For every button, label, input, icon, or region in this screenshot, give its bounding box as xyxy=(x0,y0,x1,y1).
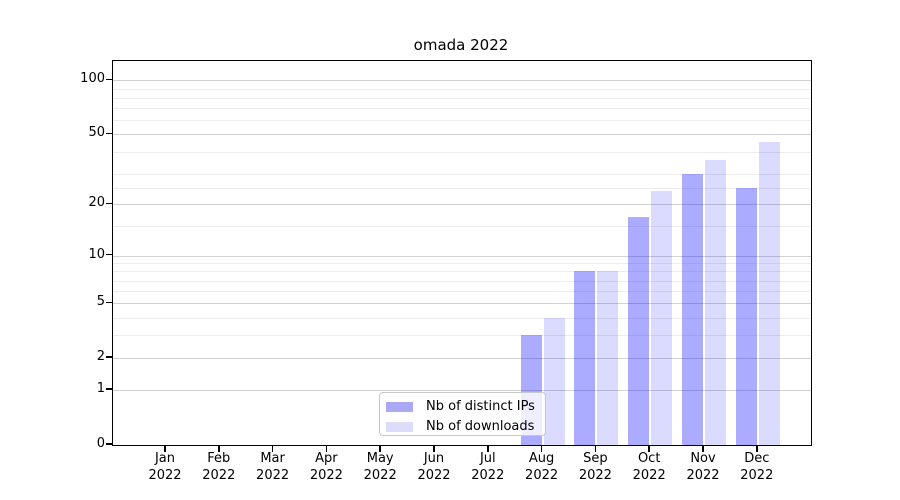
x-tick-mark xyxy=(487,445,489,452)
y-tick-label: 5 xyxy=(96,294,105,310)
bar-downloads-oct xyxy=(651,190,673,445)
y-tick-label: 20 xyxy=(88,195,105,211)
y-tick-label: 1 xyxy=(96,381,105,397)
x-tick-label: Aug 2022 xyxy=(525,451,559,483)
legend-label-distinct-ips: Nb of distinct IPs xyxy=(426,399,535,414)
minor-gridline xyxy=(113,108,811,110)
minor-gridline xyxy=(113,151,811,153)
legend-label-downloads: Nb of downloads xyxy=(426,419,535,434)
chart-title: omada 2022 xyxy=(413,36,509,54)
x-tick-mark xyxy=(433,445,435,452)
x-tick-mark xyxy=(648,445,650,452)
minor-gridline xyxy=(113,173,811,175)
y-tick-label: 50 xyxy=(88,125,105,141)
major-gridline xyxy=(113,358,811,360)
minor-gridline xyxy=(113,271,811,273)
legend-swatch-distinct-ips xyxy=(386,401,413,412)
minor-gridline xyxy=(113,263,811,265)
bar-distinct-ips-dec xyxy=(735,187,757,445)
x-tick-label: Sep 2022 xyxy=(578,451,612,483)
y-tick-mark xyxy=(106,443,112,445)
legend-swatch-downloads xyxy=(386,421,413,432)
x-tick-label: Jun 2022 xyxy=(417,451,451,483)
bar-downloads-nov xyxy=(705,159,726,445)
major-gridline xyxy=(113,390,811,392)
minor-gridline xyxy=(113,97,811,99)
y-tick-mark xyxy=(106,388,112,391)
legend: Nb of distinct IPs Nb of downloads xyxy=(379,392,546,436)
minor-gridline xyxy=(113,317,811,319)
y-tick-mark xyxy=(106,78,112,81)
x-tick-mark xyxy=(164,445,166,452)
major-gridline xyxy=(113,80,811,82)
major-gridline xyxy=(113,303,811,305)
x-tick-mark xyxy=(271,445,274,452)
minor-gridline xyxy=(113,225,811,227)
x-tick-label: Jul 2022 xyxy=(471,451,505,483)
x-tick-mark xyxy=(594,445,597,452)
legend-item-distinct-ips: Nb of distinct IPs xyxy=(380,398,545,415)
bar-distinct-ips-nov xyxy=(682,173,703,445)
x-tick-label: Oct 2022 xyxy=(632,451,666,483)
x-tick-label: Dec 2022 xyxy=(740,451,774,483)
bar-distinct-ips-oct xyxy=(628,216,650,445)
x-tick-mark xyxy=(379,445,381,452)
y-tick-label: 2 xyxy=(96,349,105,365)
bar-downloads-aug xyxy=(543,317,565,445)
x-tick-mark xyxy=(702,445,704,452)
x-tick-label: May 2022 xyxy=(363,451,397,483)
y-tick-label: 10 xyxy=(88,246,105,262)
x-tick-mark xyxy=(756,445,758,452)
y-tick-mark xyxy=(106,301,112,304)
minor-gridline xyxy=(113,120,811,122)
x-tick-mark xyxy=(218,445,220,452)
y-tick-label: 0 xyxy=(96,436,105,451)
major-gridline xyxy=(113,134,811,136)
legend-item-downloads: Nb of downloads xyxy=(380,418,545,435)
x-tick-label: Mar 2022 xyxy=(256,451,290,483)
x-tick-label: Apr 2022 xyxy=(309,451,343,483)
y-tick-mark xyxy=(106,356,112,358)
minor-gridline xyxy=(113,187,811,189)
x-tick-label: Jan 2022 xyxy=(148,451,182,483)
minor-gridline xyxy=(113,280,811,282)
x-tick-label: Nov 2022 xyxy=(686,451,720,483)
minor-gridline xyxy=(113,291,811,293)
bar-downloads-dec xyxy=(758,142,780,445)
bar-distinct-ips-sep xyxy=(574,271,596,445)
x-tick-label: Feb 2022 xyxy=(202,451,236,483)
major-gridline xyxy=(113,204,811,206)
plot-area xyxy=(112,60,812,446)
y-tick-mark xyxy=(106,253,112,256)
y-tick-mark xyxy=(106,202,112,205)
x-tick-mark xyxy=(325,445,328,452)
y-tick-mark xyxy=(106,132,112,135)
minor-gridline xyxy=(113,335,811,337)
y-tick-label: 100 xyxy=(80,71,105,87)
bar-downloads-sep xyxy=(597,271,619,445)
minor-gridline xyxy=(113,88,811,90)
x-tick-mark xyxy=(540,445,543,452)
major-gridline xyxy=(113,255,811,257)
